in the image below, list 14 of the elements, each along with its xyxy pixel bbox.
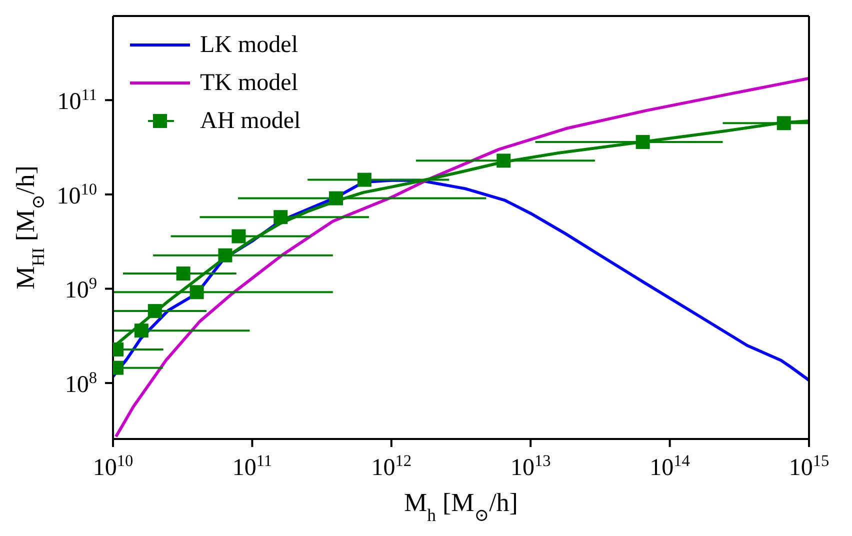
legend-label: AH model (200, 108, 301, 134)
y-tick-label: 10$^{9}$ (64, 273, 97, 304)
x-tick-label: 10$^{11}$ (232, 450, 272, 481)
legend-label: LK model (200, 32, 298, 58)
x-tick-label: 10$^{13}$ (510, 450, 551, 481)
x-axis-title: M$_{h}$ [M$_{⊙}$/h] (404, 488, 518, 525)
x-tick-label: 10$^{15}$ (788, 450, 830, 481)
y-tick-label: 10$^{11}$ (57, 84, 97, 116)
y-tick-label: 10$^{10}$ (56, 178, 97, 210)
x-tick-label: 10$^{14}$ (650, 450, 690, 481)
y-tick-label: 10$^{8}$ (64, 368, 97, 398)
x-tick-label: 10$^{10}$ (92, 450, 134, 481)
legend-label: TK model (200, 70, 298, 96)
x-tick-label: 10$^{12}$ (371, 450, 412, 481)
